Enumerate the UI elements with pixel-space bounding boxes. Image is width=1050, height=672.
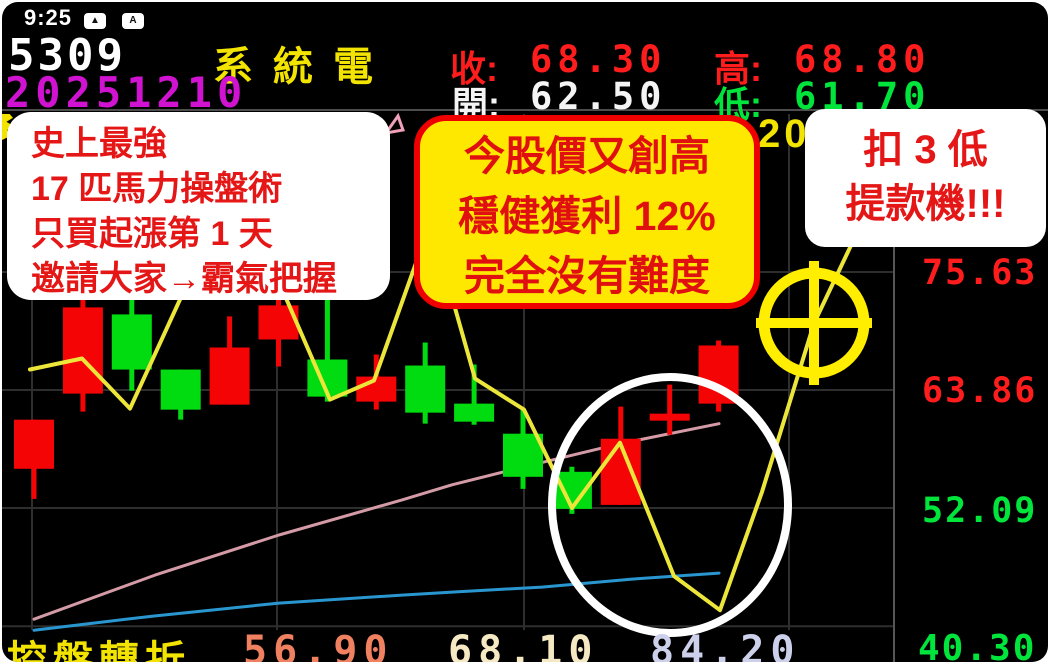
stock-app-screen: 9:25 ▲ A 5309 系統電 20251210 收: 68.30 高: 6…: [2, 2, 1048, 662]
open-value: 62.50: [530, 75, 667, 118]
turning-value: 56.90: [243, 628, 394, 662]
promo-callout-right: 扣 3 低 提款機!!!: [805, 109, 1046, 247]
trade-date: 20251210: [5, 68, 248, 117]
callout-line: 提款機!!!: [845, 182, 1006, 226]
callout-line: 扣 3 低: [863, 128, 988, 172]
promo-callout-middle: 今股價又創高 穩健獲利 12% 完全沒有難度: [414, 115, 760, 309]
turning-indicator-label: 控盤轉折: [7, 639, 191, 662]
close-label: 收:: [450, 48, 498, 89]
y-axis-tick: 75.63: [922, 253, 1038, 293]
y-axis-tick: 52.09: [922, 491, 1038, 531]
callout-line: 穩健獲利 12%: [458, 193, 716, 239]
partial-ma-label: 20: [758, 112, 811, 156]
callout-line: 邀請大家→霸氣把握: [31, 260, 337, 298]
callout-line: 史上最強: [31, 125, 167, 163]
callout-line: 今股價又創高: [464, 133, 710, 179]
app-notification-icon: A: [122, 13, 144, 29]
candlestick-chart[interactable]: [2, 2, 1048, 662]
status-bar: 9:25 ▲ A: [2, 2, 1048, 32]
callout-line: 完全沒有難度: [464, 253, 710, 299]
y-axis-bottom-tick: 40.30: [918, 628, 1037, 662]
promo-callout-left: 史上最強 17 匹馬力操盤術 只買起漲第 1 天 邀請大家→霸氣把握: [7, 112, 390, 300]
callout-line: 17 匹馬力操盤術: [31, 170, 283, 208]
clock-time: 9:25: [24, 5, 73, 30]
header-divider: [2, 109, 1048, 111]
bottom-indicator-bar: 控盤轉折 56.90 68.10 84.20 40.30: [2, 628, 1048, 662]
turning-value: 68.10: [448, 628, 599, 662]
photo-notification-icon: ▲: [84, 13, 106, 29]
high-label: 高:: [714, 48, 762, 89]
stock-code: 5309: [8, 30, 126, 81]
stock-name: 系統電: [213, 45, 393, 89]
callout-line: 只買起漲第 1 天: [31, 215, 273, 253]
close-value: 68.30: [530, 38, 667, 81]
high-value: 68.80: [794, 38, 931, 81]
y-axis-tick: 63.86: [922, 371, 1038, 411]
hidden-marker-triangle-icon: [383, 113, 406, 136]
turning-value: 84.20: [650, 628, 801, 662]
